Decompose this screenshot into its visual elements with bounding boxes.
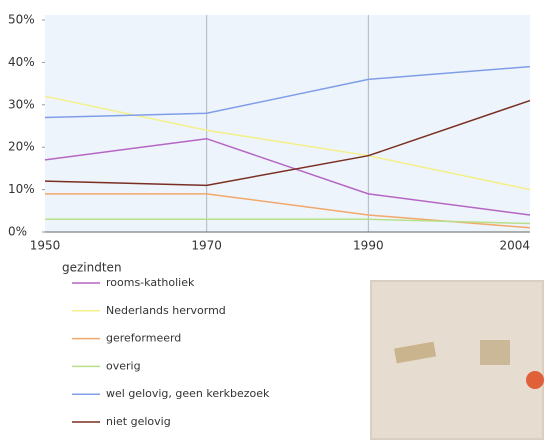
y-tick-label: 30% [8,97,35,111]
x-tick-label: 1990 [353,239,384,253]
x-tick-label: 1970 [191,239,222,253]
photo [370,280,544,440]
legend-label: gereformeerd [106,332,181,345]
x-tick-label: 1950 [30,239,61,253]
y-tick-label: 40% [8,55,35,69]
plot-area [45,15,530,232]
y-tick-label: 10% [8,182,35,196]
legend-label: niet gelovig [106,415,171,428]
y-tick-label: 20% [8,140,35,154]
legend-label: Nederlands hervormd [106,304,226,317]
legend-title: gezindten [62,261,122,275]
chart: 0% 10% 20% 30% 40% 50% 1950 1970 1990 2004 gezindt… [0,0,544,440]
legend-label: wel gelovig, geen kerkbezoek [106,387,270,400]
legend-label: overig [106,359,141,372]
x-tick-label: 2004 [499,239,530,253]
legend-label: rooms-katholiek [106,276,195,289]
y-tick-label: 50% [8,13,35,27]
y-tick-label: 0% [8,225,27,239]
